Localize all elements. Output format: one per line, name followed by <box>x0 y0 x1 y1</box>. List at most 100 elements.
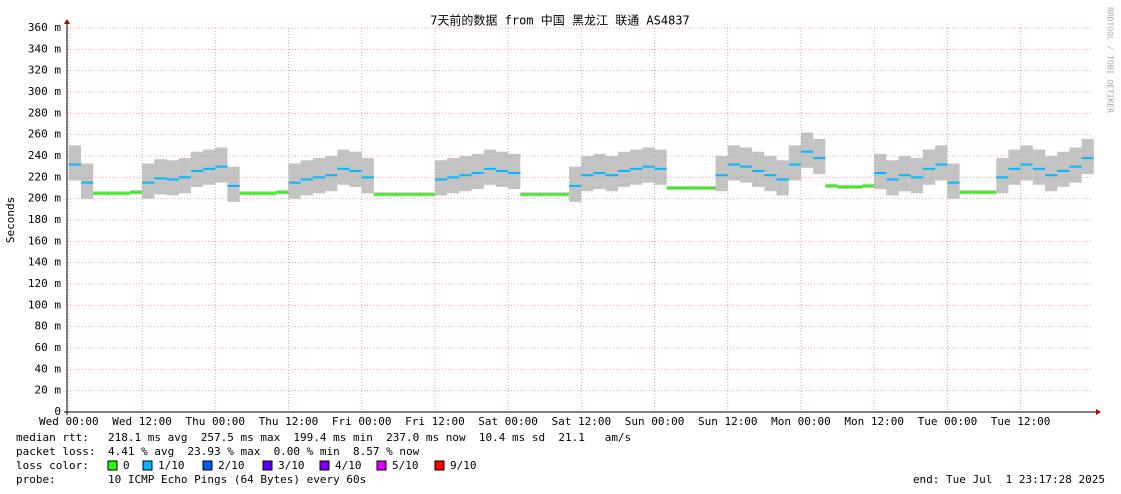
smoke <box>581 156 594 192</box>
median <box>678 187 692 189</box>
median <box>154 177 167 180</box>
median <box>386 193 399 196</box>
median <box>825 184 838 187</box>
y-tick-label: 100 m <box>28 298 61 311</box>
median <box>1045 174 1058 177</box>
median <box>129 191 143 194</box>
y-tick-label: 120 m <box>28 277 61 290</box>
median <box>776 178 789 181</box>
smoke <box>813 138 826 175</box>
smoke <box>483 149 496 185</box>
median <box>447 176 460 179</box>
smoke <box>874 153 887 190</box>
smoke <box>569 166 582 202</box>
y-tick-label: 340 m <box>28 42 61 55</box>
median <box>984 191 997 194</box>
smoke <box>886 160 899 196</box>
median <box>398 193 411 196</box>
legend-label: loss color: <box>16 459 89 472</box>
median <box>81 181 94 184</box>
median <box>630 167 643 170</box>
legend-swatch <box>202 460 213 471</box>
smoke <box>910 158 923 194</box>
smoke <box>715 156 728 192</box>
x-tick-label: Tue 00:00 <box>918 415 978 428</box>
x-tick-label: Thu 00:00 <box>185 415 245 428</box>
smoke <box>495 151 509 187</box>
x-tick-label: Mon 12:00 <box>844 415 904 428</box>
smoke <box>300 160 313 196</box>
smoke <box>288 163 301 199</box>
x-tick-label: Tue 12:00 <box>991 415 1051 428</box>
smoke <box>764 156 777 192</box>
legend-text: 4/10 <box>335 459 362 472</box>
probe-label: probe: <box>16 473 56 486</box>
median <box>312 176 326 179</box>
stat-text: 218.1 ms avg 257.5 ms max 199.4 ms min 2… <box>108 431 631 444</box>
median <box>459 174 472 177</box>
smoke <box>459 156 472 192</box>
legend-text: 9/10 <box>450 459 477 472</box>
y-axis-title: Seconds <box>4 197 17 243</box>
smoke <box>325 156 338 192</box>
median <box>996 176 1009 179</box>
x-tick-label: Thu 12:00 <box>259 415 319 428</box>
median <box>605 174 618 177</box>
y-arrow <box>64 19 70 24</box>
smoke <box>166 160 179 196</box>
smoke <box>312 158 326 194</box>
smoke <box>922 149 936 185</box>
smoke <box>1069 147 1082 183</box>
median <box>361 176 374 179</box>
median <box>971 191 985 194</box>
median <box>1069 165 1082 168</box>
smoke <box>800 132 814 168</box>
median <box>434 178 448 181</box>
median <box>68 163 82 166</box>
median <box>800 150 814 153</box>
smoke <box>154 159 167 195</box>
smoke <box>935 145 948 181</box>
smoke <box>215 147 228 183</box>
median <box>739 165 753 168</box>
x-tick-label: Fri 00:00 <box>332 415 392 428</box>
smoke <box>142 163 155 199</box>
smoke <box>752 151 765 187</box>
smoke <box>190 151 204 187</box>
median <box>837 185 850 188</box>
median <box>190 169 204 172</box>
median <box>422 193 435 196</box>
smoke <box>1008 149 1021 185</box>
median <box>691 187 704 189</box>
median <box>471 172 484 175</box>
smoke <box>81 163 94 199</box>
median <box>861 184 875 187</box>
median <box>520 193 533 196</box>
median <box>495 169 509 172</box>
smoke <box>203 149 216 185</box>
x-tick-label: Mon 00:00 <box>771 415 831 428</box>
smoke <box>1057 151 1070 187</box>
median <box>105 192 118 195</box>
median <box>239 192 252 195</box>
median <box>1081 157 1094 160</box>
stat-label: packet loss: <box>16 445 95 458</box>
watermark: RRDTOOL / TOBI OETIKER <box>1106 7 1115 113</box>
median <box>922 167 936 170</box>
x-tick-label: Sat 12:00 <box>552 415 612 428</box>
smoke <box>471 153 484 190</box>
legend-swatch <box>107 460 118 471</box>
legend-text: 2/10 <box>218 459 245 472</box>
median <box>959 191 972 194</box>
median <box>666 187 679 189</box>
x-tick-label: Sat 00:00 <box>478 415 538 428</box>
median <box>813 157 826 160</box>
median <box>593 172 606 175</box>
smoke <box>654 149 667 185</box>
y-tick-label: 220 m <box>28 170 61 183</box>
smoke <box>508 153 521 190</box>
y-tick-label: 160 m <box>28 234 61 247</box>
y-tick-label: 80 m <box>35 320 62 333</box>
smoke <box>630 149 643 185</box>
